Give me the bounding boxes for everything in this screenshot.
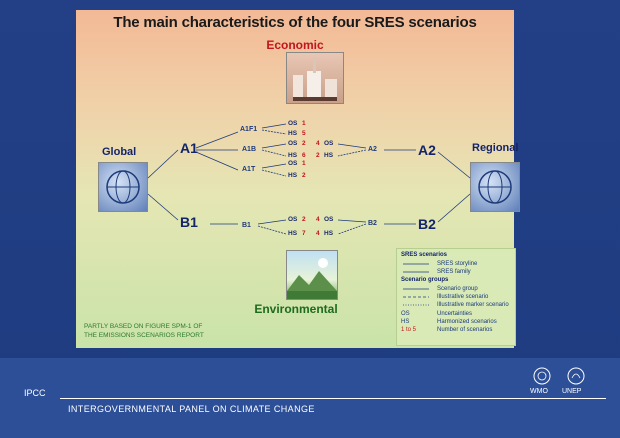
group-b1: B1 xyxy=(242,222,251,229)
group-a2: A2 xyxy=(368,146,377,153)
economic-image xyxy=(286,52,344,104)
legend-marker-row: Illustrative marker scenario xyxy=(401,302,509,309)
diagram-panel: The main characteristics of the four SRE… xyxy=(76,10,520,348)
unep-logo-icon xyxy=(567,367,585,385)
global-globe-image xyxy=(98,162,148,212)
b2-os-count: 4 xyxy=(316,216,320,223)
a2-hs-count: 2 xyxy=(316,152,320,159)
b1-to-os-line xyxy=(257,219,287,225)
a1b-os-label: OS xyxy=(288,140,298,147)
family-a1: A1 xyxy=(180,140,198,156)
a1t-to-os-line xyxy=(261,163,287,169)
a1t-os-count: 1 xyxy=(302,160,306,167)
global-to-b1-line xyxy=(147,193,179,221)
legend-os-row: OS Uncertainties xyxy=(401,311,473,317)
environmental-label: Environmental xyxy=(254,302,338,316)
b2-to-hs-line xyxy=(337,223,367,235)
a2-os-label: OS xyxy=(324,140,334,147)
family-a2: A2 xyxy=(418,142,436,158)
group-b2: B2 xyxy=(368,220,377,227)
b1-to-hs-line xyxy=(257,225,287,235)
a1f1-hs-count: 5 xyxy=(302,130,306,137)
regional-to-b2-line xyxy=(437,193,471,223)
dashed-arrow-icon xyxy=(403,296,429,298)
b2-os-label: OS xyxy=(324,216,334,223)
economic-label: Economic xyxy=(266,38,324,52)
family-b1: B1 xyxy=(180,214,198,230)
family-b2: B2 xyxy=(418,216,436,232)
b2-to-os-line xyxy=(337,219,367,223)
dotted-arrow-icon xyxy=(403,304,429,306)
footer-divider xyxy=(60,398,606,399)
legend-heading-groups: Scenario groups xyxy=(401,277,449,283)
b1-os-count: 2 xyxy=(302,216,306,223)
a1b-hs-count: 6 xyxy=(302,152,306,159)
b1-os-label: OS xyxy=(288,216,298,223)
legend-num-row: 1 to 5 Number of scenarios xyxy=(401,327,493,333)
group-a1t: A1T xyxy=(242,166,256,173)
group-a1b: A1B xyxy=(242,146,257,153)
ipcc-full-name: INTERGOVERNMENTAL PANEL ON CLIMATE CHANG… xyxy=(68,404,315,414)
a1f1-os-count: 1 xyxy=(302,120,306,127)
legend-hs-row: HS Harmonized scenarios xyxy=(401,319,497,325)
diagram-title: The main characteristics of the four SRE… xyxy=(113,14,477,31)
a1b-to-os-line xyxy=(261,143,287,149)
a1b-os-count: 2 xyxy=(302,140,306,147)
wmo-label: WMO xyxy=(530,388,548,395)
a1b-hs-label: HS xyxy=(288,152,298,159)
a2-os-count: 4 xyxy=(316,140,320,147)
legend-storyline-row: SRES storyline xyxy=(401,261,477,268)
legend-group-row: Scenario group xyxy=(401,286,478,293)
connector-lines xyxy=(147,123,471,235)
arrow-icon xyxy=(403,263,429,265)
regional-globe-image xyxy=(470,162,520,212)
legend-family-row: SRES family xyxy=(401,269,471,276)
globe-icon xyxy=(106,170,140,204)
a1-to-a1f1-line xyxy=(195,131,239,149)
a2-to-os-line xyxy=(337,143,367,149)
arrow-icon xyxy=(403,288,429,290)
regional-to-a2-line xyxy=(437,151,471,179)
b1-hs-label: HS xyxy=(288,230,298,237)
a1t-to-hs-line xyxy=(261,169,287,177)
a1f1-hs-label: HS xyxy=(288,130,298,137)
legend-box: SRES scenarios SRES storyline SRES famil… xyxy=(396,248,516,346)
credit-text: PARTLY BASED ON FIGURE SPM-1 OF THE EMIS… xyxy=(84,323,204,339)
globe-icon xyxy=(478,170,512,204)
global-label: Global xyxy=(102,146,137,158)
wmo-logo-icon xyxy=(533,367,551,385)
global-to-a1-line xyxy=(147,149,179,179)
legend-illustrative-row: Illustrative scenario xyxy=(401,294,488,301)
ipcc-abbr: IPCC xyxy=(24,388,46,398)
a1-to-a1t-line xyxy=(195,151,239,171)
a2-to-hs-line xyxy=(337,149,367,157)
a1t-os-label: OS xyxy=(288,160,298,167)
b1-hs-count: 7 xyxy=(302,230,306,237)
b2-hs-label: HS xyxy=(324,230,334,237)
b2-hs-count: 4 xyxy=(316,230,320,237)
unep-label: UNEP xyxy=(562,388,582,395)
arrow-icon xyxy=(403,271,429,273)
environmental-image xyxy=(286,250,338,300)
a1f1-to-os-line xyxy=(261,123,287,129)
a1t-hs-label: HS xyxy=(288,172,298,179)
a1f1-to-hs-line xyxy=(261,129,287,135)
a1t-hs-count: 2 xyxy=(302,172,306,179)
landscape-icon xyxy=(287,258,337,299)
factory-icon xyxy=(293,57,337,101)
a1f1-os-label: OS xyxy=(288,120,298,127)
a2-hs-label: HS xyxy=(324,152,334,159)
legend-heading-scenarios: SRES scenarios xyxy=(401,252,448,258)
a1b-to-hs-line xyxy=(261,149,287,157)
regional-label: Regional xyxy=(472,142,519,154)
group-a1f1: A1F1 xyxy=(240,126,258,133)
